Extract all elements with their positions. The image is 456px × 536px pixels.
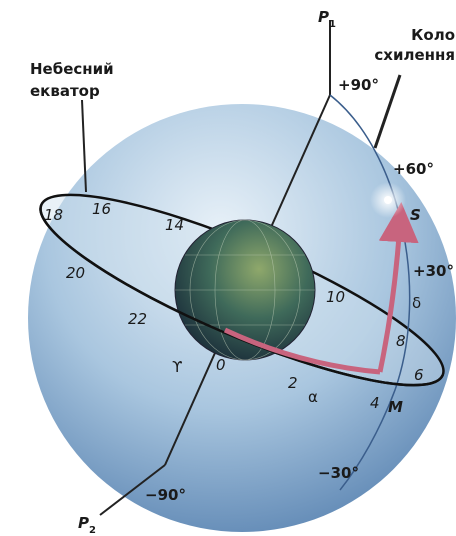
hour-number: 2 — [288, 374, 298, 392]
celestial-sphere-diagram: P1 P2 Коло схилення Небесний екватор +90… — [0, 0, 456, 536]
alpha-label: α — [308, 388, 318, 406]
hour-number: 10 — [326, 288, 345, 306]
hour-number: 0 — [216, 356, 226, 374]
hour-number: 16 — [92, 200, 111, 218]
hour-number: 8 — [396, 332, 406, 350]
aries-symbol: ϒ — [172, 358, 182, 376]
declination-mark: +60° — [393, 160, 434, 178]
declination-mark: −90° — [145, 486, 186, 504]
equator-label: екватор — [30, 82, 100, 100]
hour-number: 22 — [128, 310, 147, 328]
hour-number: 20 — [66, 264, 85, 282]
star — [384, 196, 392, 204]
pole-south: P2 — [78, 514, 96, 536]
delta-label: δ — [412, 294, 421, 312]
pole-north: P1 — [318, 8, 336, 30]
star-label: S — [410, 206, 421, 224]
equator-label: Небесний — [30, 60, 114, 78]
hour-number: 18 — [44, 206, 63, 224]
declination-mark: −30° — [318, 464, 359, 482]
declination-mark: +30° — [413, 262, 454, 280]
hour-number: 6 — [414, 366, 424, 384]
point-m: M — [388, 398, 403, 416]
hour-number: 4 — [370, 394, 380, 412]
declination-mark: +90° — [338, 76, 379, 94]
hour-circle-label: Коло — [411, 26, 455, 44]
hour-circle-label: схилення — [374, 46, 455, 64]
hour-number: 14 — [165, 216, 184, 234]
